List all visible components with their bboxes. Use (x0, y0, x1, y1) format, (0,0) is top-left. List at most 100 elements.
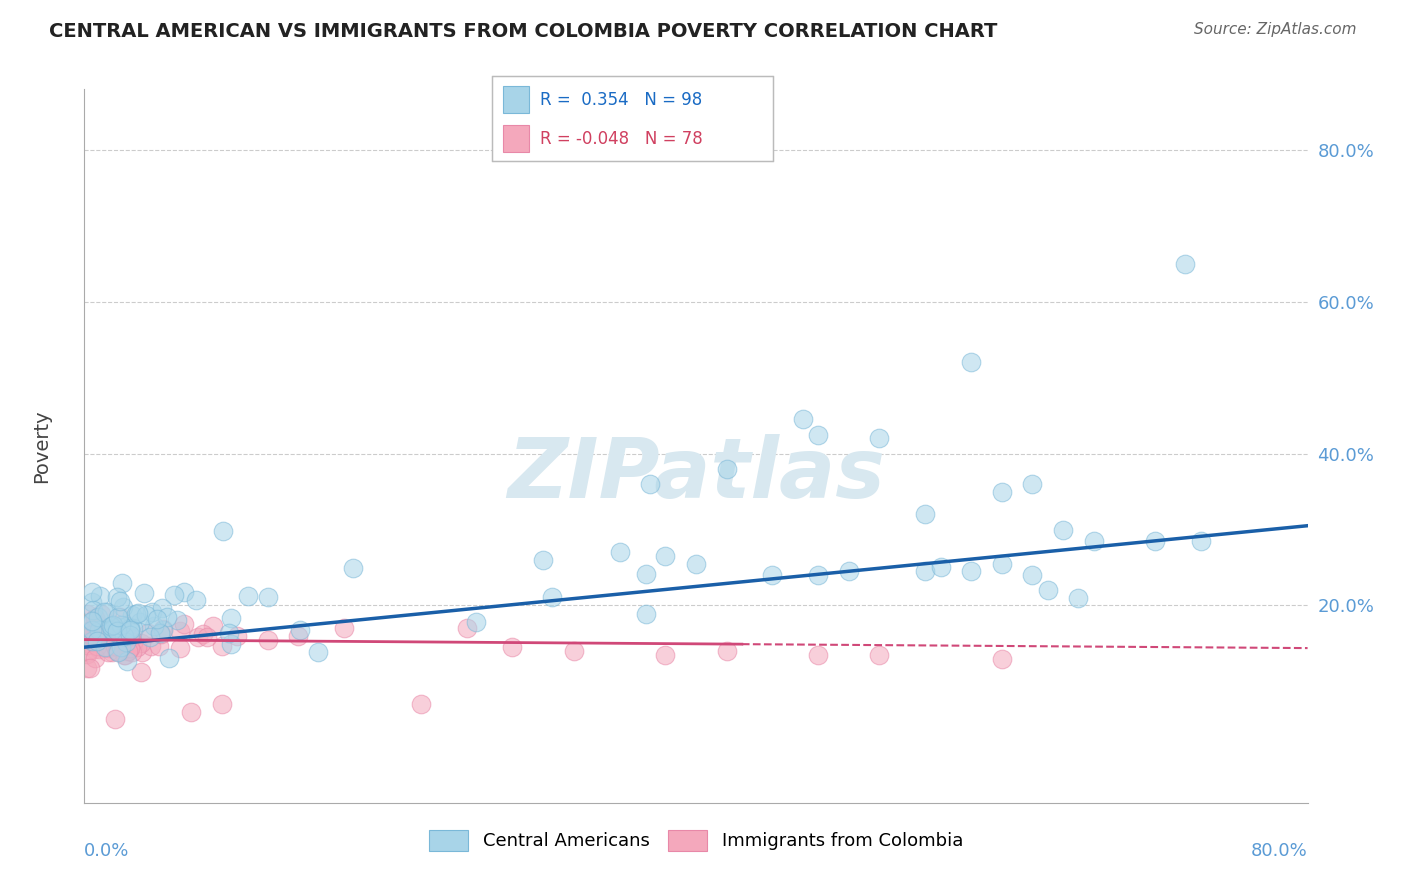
Point (929, 560, 952, 574)
Point (91, 624, 114, 639)
Point (1021, 568, 1043, 582)
Point (80, 623, 103, 637)
Point (93, 605, 115, 619)
FancyBboxPatch shape (503, 86, 529, 113)
Point (110, 640, 132, 654)
Point (1067, 591, 1090, 605)
Point (107, 610, 129, 624)
Point (121, 607, 143, 622)
Point (636, 607, 658, 621)
Point (83, 641, 105, 656)
Point (991, 484, 1014, 499)
Point (84, 616, 107, 631)
Point (115, 654, 138, 668)
Point (456, 621, 478, 635)
Point (101, 623, 124, 637)
Point (76, 647, 98, 661)
Point (76, 638, 98, 652)
Point (91, 640, 114, 654)
Point (638, 477, 661, 491)
Point (202, 619, 225, 633)
Point (218, 626, 240, 640)
Point (77, 624, 100, 638)
Point (87, 625, 110, 640)
Point (107, 645, 129, 659)
Point (76, 625, 98, 640)
Text: Source: ZipAtlas.com: Source: ZipAtlas.com (1194, 22, 1357, 37)
Point (960, 564, 983, 578)
Point (257, 632, 280, 647)
Point (807, 648, 830, 662)
Point (122, 622, 145, 636)
Point (236, 589, 259, 603)
Point (86, 633, 108, 648)
Point (1052, 523, 1074, 537)
Point (609, 545, 631, 559)
Point (654, 549, 676, 563)
Point (110, 593, 132, 607)
Point (96, 640, 118, 654)
Text: 0.0%: 0.0% (84, 842, 129, 860)
Point (211, 697, 233, 711)
Point (807, 427, 830, 442)
Point (152, 622, 174, 636)
Point (685, 557, 707, 571)
Point (219, 611, 242, 625)
Point (100, 645, 122, 659)
Point (108, 632, 131, 646)
Point (531, 553, 554, 567)
Point (869, 648, 891, 662)
Point (914, 508, 936, 522)
Point (333, 621, 356, 635)
Point (134, 586, 156, 600)
Point (184, 592, 207, 607)
Point (101, 618, 124, 632)
Point (76, 629, 98, 643)
Point (1189, 533, 1212, 548)
Point (195, 630, 218, 644)
Point (1083, 533, 1105, 548)
Point (131, 645, 153, 659)
Point (914, 564, 936, 578)
Point (562, 644, 585, 658)
Point (193, 627, 215, 641)
Point (76, 661, 98, 675)
Point (82, 603, 104, 617)
Point (76, 635, 98, 649)
Point (129, 665, 152, 679)
Point (105, 624, 128, 638)
Point (103, 624, 125, 639)
Point (173, 616, 195, 631)
Text: Poverty: Poverty (32, 409, 51, 483)
Point (118, 640, 141, 655)
Text: R = -0.048   N = 78: R = -0.048 N = 78 (540, 129, 703, 147)
Point (98, 640, 121, 655)
Point (80, 634, 103, 648)
Point (101, 621, 124, 635)
Point (114, 635, 136, 649)
Point (94, 640, 117, 654)
Legend: Central Americans, Immigrants from Colombia: Central Americans, Immigrants from Colom… (422, 822, 970, 858)
Point (117, 642, 139, 657)
Point (125, 640, 148, 654)
Point (110, 617, 132, 632)
Point (129, 615, 152, 630)
Point (104, 712, 127, 726)
FancyBboxPatch shape (503, 125, 529, 152)
Point (716, 644, 738, 658)
Point (76, 645, 98, 659)
Point (90, 607, 112, 622)
Point (125, 607, 148, 621)
Point (465, 615, 488, 630)
Point (991, 651, 1014, 665)
Point (80, 615, 103, 630)
Point (307, 645, 329, 659)
Point (502, 640, 524, 655)
Point (807, 568, 830, 582)
Text: ZIPatlas: ZIPatlas (508, 434, 884, 515)
Point (1036, 583, 1059, 598)
Point (122, 635, 145, 649)
Point (141, 605, 163, 619)
Point (960, 355, 983, 369)
Point (541, 590, 564, 604)
